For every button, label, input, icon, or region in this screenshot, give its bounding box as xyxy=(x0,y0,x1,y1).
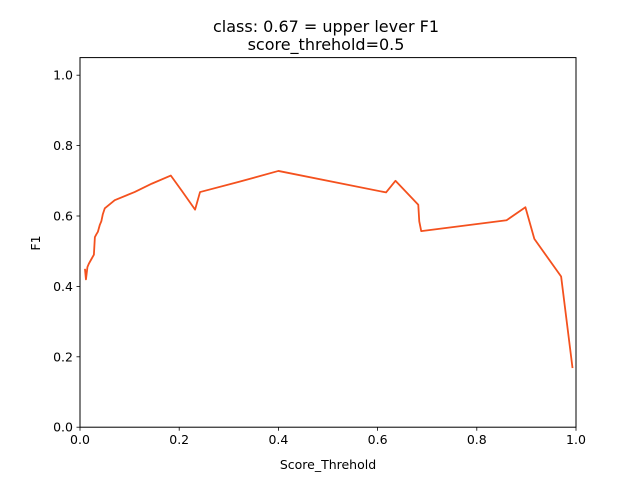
y-tick-label: 0.6 xyxy=(53,209,73,224)
y-axis-label: F1 xyxy=(28,235,43,250)
chart-title: class: 0.67 = upper lever F1 xyxy=(213,17,439,36)
x-tick-label: 0.6 xyxy=(368,432,388,447)
chart-subtitle: score_threhold=0.5 xyxy=(248,35,405,55)
y-tick-label: 0.0 xyxy=(53,420,73,435)
y-tick-label: 1.0 xyxy=(53,68,73,83)
y-tick-label: 0.2 xyxy=(53,349,73,364)
x-tick-label: 0.2 xyxy=(169,432,189,447)
ticks-layer: 0.0 0.2 0.4 0.6 0.8 1.0 0.0 0.2 0.4 0.6 0.8 1.0 xyxy=(53,68,586,448)
x-axis-label: Score_Threhold xyxy=(280,457,376,472)
series-layer xyxy=(84,170,574,369)
y-tick-label: 0.8 xyxy=(53,138,73,153)
x-tick-label: 0.8 xyxy=(467,432,487,447)
f1-series-line xyxy=(84,170,574,369)
y-tick-label: 0.4 xyxy=(53,279,73,294)
plot-frame xyxy=(79,57,577,428)
x-tick-label: 0.0 xyxy=(70,432,90,447)
x-tick-label: 0.4 xyxy=(268,432,288,447)
x-tick-label: 1.0 xyxy=(566,432,586,447)
